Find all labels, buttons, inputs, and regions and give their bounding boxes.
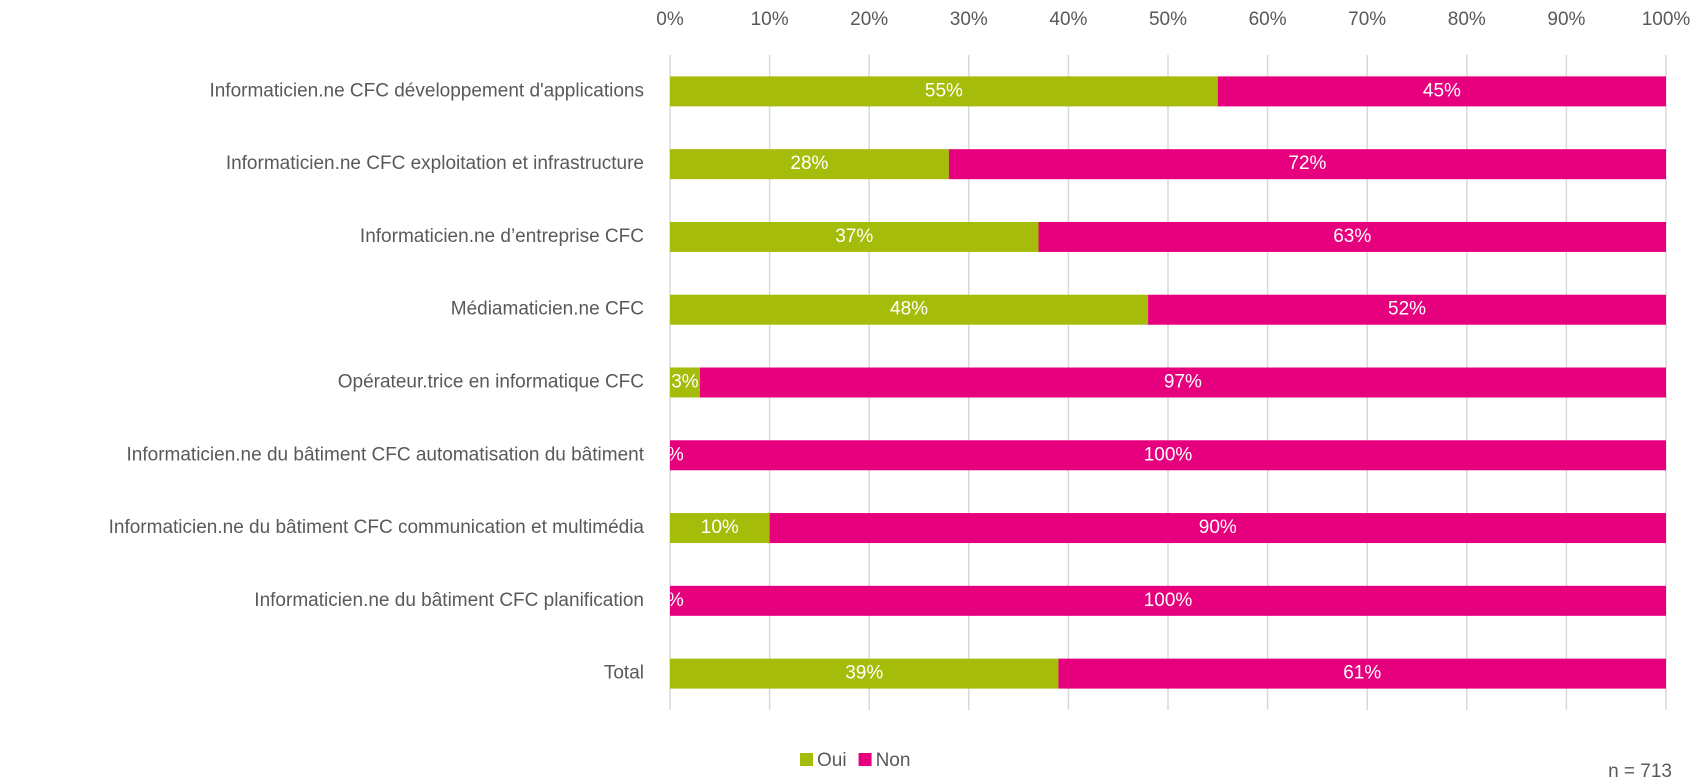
y-tick-label: Total [604,663,644,684]
bar-segment [670,658,1059,689]
x-tick-label: 70% [1348,9,1386,30]
data-label: 90% [1199,517,1237,538]
bar-segment [1148,294,1666,325]
x-tick-label: 10% [751,9,789,30]
data-label: 37% [835,226,873,247]
data-label: 52% [1388,299,1426,320]
bar-segment [670,149,949,180]
data-label: 72% [1288,153,1326,174]
x-tick-label: 90% [1547,9,1585,30]
x-tick-label: 100% [1642,9,1691,30]
legend-label: Non [876,750,911,771]
x-tick-label: 50% [1149,9,1187,30]
y-tick-label: Médiamaticien.ne CFC [451,299,644,320]
data-label: 28% [790,153,828,174]
legend-swatch [800,753,813,766]
x-tick-label: 40% [1049,9,1087,30]
bar-segment [699,367,1666,398]
bar-segment [670,294,1149,325]
bar-segment [1058,658,1666,689]
data-label: 97% [1164,372,1202,393]
data-labels: 55% 45% 28% 72% 37% 63% 48% 52% 3% 97% 0% 100% 10% 90… [656,80,1461,684]
bar-segment [670,440,1666,471]
x-tick-label: 0% [656,9,684,30]
legend-label: Oui [817,750,847,771]
y-tick-label: Informaticien.ne CFC exploitation et inf… [226,153,644,174]
data-label: 10% [701,517,739,538]
data-label: 3% [671,372,699,393]
data-label: 48% [890,299,928,320]
data-label: 100% [1144,590,1193,611]
bar-segment [1217,76,1666,107]
data-label: 0% [656,590,684,611]
bar-segment [670,513,770,544]
x-tick-label: 30% [950,9,988,30]
bar-segment [670,221,1039,252]
data-label: 63% [1333,226,1371,247]
bar-segment [1038,221,1666,252]
x-tick-label: 60% [1249,9,1287,30]
y-tick-label: Informaticien.ne du bâtiment CFC automat… [127,444,645,465]
y-tick-label: Informaticien.ne CFC développement d'app… [209,80,644,101]
y-tick-label: Informaticien.ne du bâtiment CFC planifi… [254,590,644,611]
data-label: 45% [1423,80,1461,101]
bar-segment [948,149,1666,180]
bar-segment [670,585,1666,616]
bar-segment [769,513,1666,544]
data-label: 0% [656,444,684,465]
y-tick-label: Informaticien.ne du bâtiment CFC communi… [109,517,645,538]
data-label: 39% [845,663,883,684]
bar-segment [670,76,1218,107]
data-label: 55% [925,80,963,101]
sample-size: n = 713 [1608,761,1672,782]
data-label: 100% [1144,444,1193,465]
y-tick-label: Informaticien.ne d’entreprise CFC [360,226,644,247]
y-tick-label: Opérateur.trice en informatique CFC [338,372,644,393]
x-tick-label: 80% [1448,9,1486,30]
legend-swatch [858,753,872,766]
data-label: 61% [1343,663,1381,684]
bar-segment [670,367,700,398]
x-tick-label: 20% [850,9,888,30]
